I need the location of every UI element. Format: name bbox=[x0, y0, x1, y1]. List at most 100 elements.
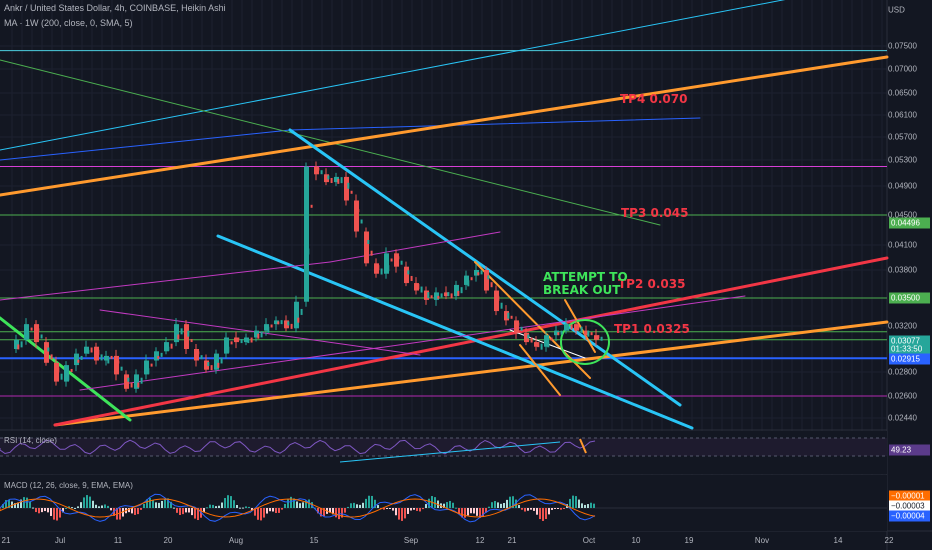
macd-bar bbox=[173, 507, 175, 509]
candle-body bbox=[534, 342, 539, 347]
macd-bar bbox=[353, 502, 355, 508]
macd-bar bbox=[47, 508, 49, 513]
macd-bar bbox=[533, 508, 535, 511]
macd-pane bbox=[0, 475, 887, 531]
macd-bar bbox=[314, 507, 316, 509]
candle-body bbox=[350, 190, 353, 194]
macd-bar bbox=[386, 508, 388, 509]
candle-body bbox=[57, 367, 60, 373]
candle-body bbox=[597, 335, 600, 339]
candle-body bbox=[320, 170, 323, 175]
candle-body bbox=[504, 311, 509, 321]
price-tick: 0.06500 bbox=[888, 88, 917, 98]
macd-bar bbox=[449, 500, 451, 508]
macd-bar bbox=[233, 500, 235, 508]
candle-body bbox=[200, 355, 203, 360]
macd-bar bbox=[551, 508, 553, 510]
candle-body bbox=[420, 286, 423, 293]
time-tick: 22 bbox=[884, 536, 894, 545]
tp4-label: TP4 0.070 bbox=[620, 92, 688, 106]
macd-bar bbox=[407, 508, 409, 514]
horizontal-levels bbox=[0, 50, 887, 397]
rsi-band bbox=[0, 438, 887, 456]
macd-bar bbox=[86, 495, 88, 508]
candle-body bbox=[500, 302, 503, 309]
macd-bar bbox=[236, 504, 238, 508]
macd-bar bbox=[581, 503, 583, 508]
candle-body bbox=[40, 334, 43, 339]
macd-bar bbox=[260, 508, 262, 521]
macd-bar bbox=[587, 504, 589, 508]
candle-body bbox=[387, 265, 390, 272]
candle-body bbox=[390, 258, 393, 262]
candle-body bbox=[164, 342, 169, 352]
candle-body bbox=[240, 339, 243, 344]
candle-body bbox=[60, 373, 63, 380]
macd-bar bbox=[167, 498, 169, 508]
macd-bar bbox=[32, 507, 34, 509]
candle-body bbox=[267, 326, 270, 333]
candle-body bbox=[370, 250, 373, 256]
candle-body bbox=[410, 275, 413, 281]
macd-label: MACD (12, 26, close, 9, EMA, EMA) bbox=[4, 481, 133, 490]
candle-body bbox=[160, 352, 163, 357]
candle-body bbox=[67, 374, 70, 381]
macd-bar bbox=[59, 508, 61, 518]
candle-body bbox=[337, 178, 340, 184]
macd-bar bbox=[227, 495, 229, 508]
candle-body bbox=[234, 337, 239, 343]
macd-bar bbox=[497, 502, 499, 508]
candle-body bbox=[260, 331, 263, 338]
candle-body bbox=[124, 374, 129, 389]
macd-bar bbox=[317, 508, 319, 514]
macd-bar bbox=[518, 505, 520, 508]
price-tick: 0.04900 bbox=[888, 181, 917, 191]
macd-bar bbox=[419, 508, 421, 512]
trend-line bbox=[0, 55, 889, 197]
candle-body bbox=[467, 280, 470, 287]
macd-bar bbox=[77, 506, 79, 508]
macd-bar bbox=[2, 504, 4, 508]
rsi-break bbox=[579, 438, 587, 454]
macd-bar bbox=[128, 508, 130, 513]
breakout-circle bbox=[560, 319, 610, 365]
trend-line bbox=[519, 344, 561, 396]
macd-bar bbox=[452, 502, 454, 508]
currency-label: USD bbox=[888, 5, 905, 15]
macd-bar bbox=[221, 502, 223, 508]
price-tick: 0.04100 bbox=[888, 240, 917, 250]
macd-bar bbox=[284, 503, 286, 508]
macd-bar bbox=[182, 508, 184, 515]
macd-bar bbox=[155, 502, 157, 508]
time-tick: 12 bbox=[475, 536, 485, 545]
candle-body bbox=[340, 177, 343, 184]
candle-body bbox=[314, 166, 319, 175]
trend-line bbox=[99, 309, 421, 356]
macd-bar bbox=[413, 508, 415, 510]
ma-indicator-label: MA · 1W (200, close, 0, SMA, 5) bbox=[4, 18, 133, 28]
candle-body bbox=[554, 330, 559, 336]
candles bbox=[14, 161, 603, 393]
macd-bar bbox=[428, 498, 430, 508]
macd-bar bbox=[272, 508, 274, 512]
macd-bar bbox=[206, 507, 208, 509]
candle-body bbox=[394, 253, 399, 267]
candle-body bbox=[150, 363, 153, 367]
macd-bar bbox=[215, 506, 217, 508]
macd-bar bbox=[302, 502, 304, 508]
macd-bar bbox=[65, 507, 67, 509]
price-tick: 0.02440 bbox=[888, 413, 917, 423]
macd-bar bbox=[521, 508, 523, 510]
macd-bar bbox=[320, 508, 322, 517]
macd-bar bbox=[137, 508, 139, 515]
macd-bar bbox=[563, 508, 565, 509]
trend-line bbox=[289, 117, 701, 131]
price-tick: 0.05300 bbox=[888, 155, 917, 165]
macd-bar bbox=[524, 508, 526, 512]
macd-bar bbox=[197, 508, 199, 521]
trend-line bbox=[564, 299, 596, 353]
candle-body bbox=[477, 272, 480, 276]
macd-bar bbox=[491, 502, 493, 508]
macd-bar bbox=[404, 508, 406, 519]
